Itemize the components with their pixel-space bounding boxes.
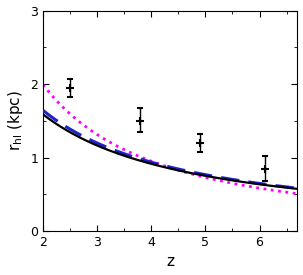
Y-axis label: r$_{\rm hl}$ (kpc): r$_{\rm hl}$ (kpc) (5, 90, 25, 151)
X-axis label: z: z (166, 254, 174, 270)
